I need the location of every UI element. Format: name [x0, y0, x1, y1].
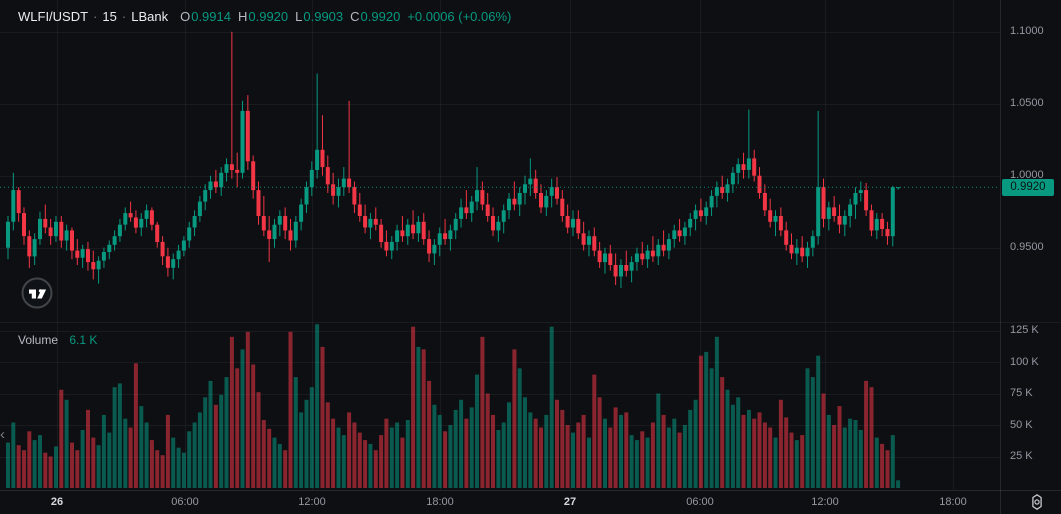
high-value: 0.9920: [248, 9, 289, 24]
volume-tick-label: 75 K: [1010, 387, 1033, 399]
volume-tick-label: 25 K: [1010, 450, 1033, 462]
volume-label: Volume: [18, 333, 59, 347]
volume-tick-label: 100 K: [1010, 355, 1039, 368]
exchange-label: LBank: [131, 9, 169, 24]
time-tick-label: 18:00: [939, 496, 967, 508]
time-tick-label: 12:00: [298, 496, 326, 508]
time-tick-label: 27: [563, 496, 577, 508]
close-value: 0.9920: [360, 9, 401, 24]
time-tick-label: 12:00: [811, 496, 839, 508]
low-value: 0.9903: [303, 9, 344, 24]
change-value: +0.0006 (+0.06%): [407, 9, 512, 24]
price-tick-label: 1.1000: [1010, 25, 1044, 38]
price-tick-label: 1.0500: [1010, 97, 1044, 110]
symbol-name[interactable]: WLFI/USDT: [18, 9, 89, 24]
ohlc-values: O0.9914 H0.9920 L0.9903 C0.9920: [180, 9, 407, 24]
axis-settings-gear-icon[interactable]: [1028, 493, 1046, 511]
tradingview-logo-icon[interactable]: [21, 277, 53, 309]
price-tick-label: 0.9500: [1010, 241, 1044, 254]
low-label: L: [295, 9, 303, 24]
open-value: 0.9914: [191, 9, 231, 24]
symbol-legend[interactable]: WLFI/USDT · 15 · LBank O0.9914 H0.9920 L0.…: [18, 9, 511, 24]
time-tick-label: 18:00: [426, 496, 454, 508]
high-label: H: [237, 9, 248, 24]
legend-separator: ·: [93, 9, 98, 24]
volume-legend[interactable]: Volume 6.1 K: [18, 333, 97, 347]
volume-tick-label: 50 K: [1010, 418, 1033, 431]
legend-separator: ·: [121, 9, 127, 24]
volume-tick-label: 125 K: [1010, 324, 1039, 336]
last-price-badge: 0.9920: [1002, 178, 1054, 196]
close-label: C: [350, 9, 360, 24]
time-tick-label: 26: [50, 496, 64, 508]
open-label: O: [180, 9, 191, 24]
price-tick-label: 1.0000: [1010, 169, 1044, 182]
volume-value: 6.1 K: [69, 333, 98, 347]
time-tick-label: 06:00: [171, 496, 199, 508]
interval-label[interactable]: 15: [102, 9, 117, 24]
chevron-left-icon[interactable]: ‹: [0, 426, 5, 443]
time-tick-label: 06:00: [686, 496, 714, 508]
